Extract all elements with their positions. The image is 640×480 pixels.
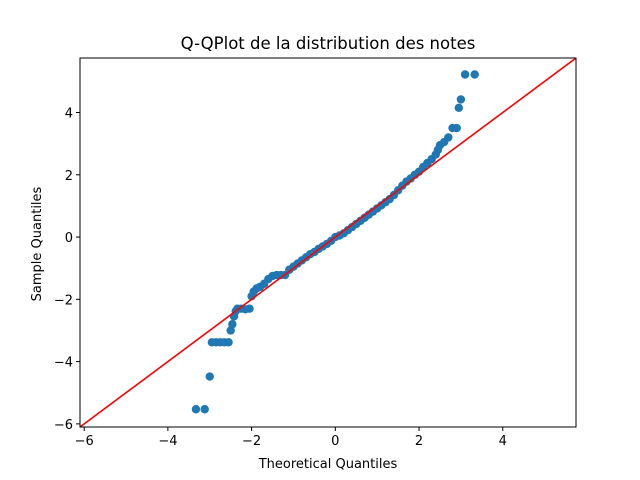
data-point <box>245 304 254 313</box>
data-point <box>456 95 466 104</box>
data-point <box>452 123 461 133</box>
data-point <box>444 133 453 142</box>
data-point <box>191 405 201 414</box>
y-tick-label: 2 <box>65 169 73 184</box>
chart-title: Q-QPlot de la distribution des notes <box>181 34 476 53</box>
x-tick-label: −6 <box>75 434 94 449</box>
data-point <box>205 372 214 381</box>
plot-area <box>80 58 576 427</box>
y-tick-label: 0 <box>65 231 73 246</box>
data-point <box>454 103 463 113</box>
x-axis-label: Theoretical Quantiles <box>258 457 398 472</box>
y-axis-label: Sample Quantiles <box>30 186 45 301</box>
x-tick-label: 4 <box>499 434 507 449</box>
y-axis-ticks: −6 −4 −2 0 2 4 <box>54 106 80 433</box>
data-point <box>470 70 479 79</box>
y-tick-label: −2 <box>54 293 73 308</box>
x-tick-label: −2 <box>242 434 261 449</box>
x-axis-ticks: −6 −4 −2 0 2 4 <box>75 427 507 449</box>
data-point <box>200 405 209 414</box>
data-point <box>224 338 233 347</box>
data-point <box>228 320 237 329</box>
x-tick-label: 0 <box>331 434 339 449</box>
x-tick-label: −4 <box>158 434 177 449</box>
y-tick-label: −6 <box>54 418 73 433</box>
x-tick-label: 2 <box>415 434 423 449</box>
y-tick-label: 4 <box>65 106 73 121</box>
reference-line <box>80 58 576 427</box>
data-point <box>460 70 470 79</box>
y-tick-label: −4 <box>54 356 73 371</box>
axes-frame <box>79 57 577 428</box>
